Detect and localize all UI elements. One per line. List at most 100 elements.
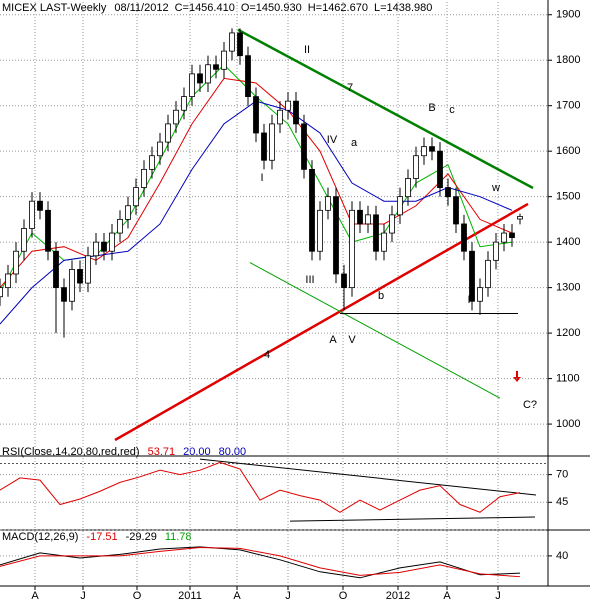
candle-body xyxy=(205,64,211,84)
y-tick-label: 1100 xyxy=(556,372,580,384)
close-label: C=1456.410 xyxy=(175,2,235,14)
candle-body xyxy=(477,287,483,302)
y-tick-label: 1900 xyxy=(556,9,580,21)
candle-body xyxy=(85,255,91,284)
candle-body xyxy=(157,141,163,157)
candle-body xyxy=(261,132,267,161)
candle-body xyxy=(277,109,283,125)
high-label: H=1462.670 xyxy=(308,2,368,14)
y-tick-label: 1600 xyxy=(556,145,580,157)
open-label: O=1450.930 xyxy=(241,2,302,14)
trendline xyxy=(237,28,534,190)
candle-body xyxy=(245,55,251,98)
candle-body xyxy=(237,32,243,57)
series-line xyxy=(0,546,521,578)
candle-body xyxy=(357,209,363,225)
title: MICEX LAST-Weekly xyxy=(2,2,107,14)
x-tick-label: J xyxy=(80,590,86,602)
candle-body xyxy=(461,223,467,252)
candle-body xyxy=(397,196,403,216)
rsi-current: 53.71 xyxy=(148,446,176,458)
candle-body xyxy=(517,216,523,220)
date: 08/11/2012 xyxy=(114,2,168,14)
candle-body xyxy=(21,228,27,252)
candle-body xyxy=(45,209,51,252)
y-tick-label: 1700 xyxy=(556,100,580,112)
candle-body xyxy=(173,109,179,125)
candle-body xyxy=(109,232,115,252)
candle-body xyxy=(309,168,315,252)
wave-label: c xyxy=(449,104,455,116)
rsi-level: 20.00 xyxy=(183,446,211,458)
trendline xyxy=(249,262,501,399)
candle-body xyxy=(301,123,307,170)
low-label: L=1438.980 xyxy=(374,2,432,14)
candle-body xyxy=(373,214,379,252)
candle-body xyxy=(421,146,427,157)
candle-body xyxy=(125,205,131,220)
candle-body xyxy=(405,178,411,198)
y-tick-label: 1000 xyxy=(556,418,580,430)
candle-body xyxy=(189,73,195,98)
macd-current: -17.51 xyxy=(86,531,117,543)
candle-body xyxy=(365,214,371,225)
candle-body xyxy=(453,196,459,225)
wave-label: w xyxy=(491,182,500,194)
macd-header: MACD(12,26,9) -17.51 -29.29 11.78 xyxy=(2,531,192,543)
y-tick-label: 70 xyxy=(556,469,568,481)
x-tick-label: 2011 xyxy=(178,590,202,602)
candle-body xyxy=(349,209,355,289)
candle-body xyxy=(165,123,171,143)
candle-body xyxy=(77,269,83,284)
wave-label: I xyxy=(260,172,263,184)
candle-body xyxy=(429,146,435,152)
candle-body xyxy=(485,259,491,289)
candle-body xyxy=(197,73,203,84)
y-tick-label: 45 xyxy=(556,496,568,508)
candle-body xyxy=(253,96,259,134)
wave-label: B xyxy=(428,102,435,114)
y-tick-label: 1800 xyxy=(556,54,580,66)
candle-body xyxy=(101,241,107,252)
y-tick-label: 1400 xyxy=(556,236,580,248)
plot-layer: 1000 1100 1200 1300 1400 1500 1600 1700 1800 1900… xyxy=(0,2,580,585)
candle-body xyxy=(229,32,235,52)
candle-body xyxy=(341,273,347,289)
wave-label: C? xyxy=(523,399,537,411)
wave-label: I xyxy=(467,294,470,306)
x-tick-label: J xyxy=(495,590,501,602)
candle-body xyxy=(93,241,99,257)
candle-body xyxy=(61,287,67,302)
x-tick-label: A xyxy=(443,590,451,602)
rsi-header: RSI(Close,14,20,80,red,red) 53.71 20.00 80.… xyxy=(2,446,246,458)
wave-label: a xyxy=(351,137,358,149)
candle-body xyxy=(5,273,11,289)
candle-body xyxy=(0,287,3,298)
wave-label: III xyxy=(305,274,314,286)
x-tick-label: 2012 xyxy=(386,590,410,602)
wave-label: 7 xyxy=(347,82,353,94)
candle-body xyxy=(181,96,187,111)
candle-body xyxy=(133,187,139,207)
candle-body xyxy=(437,150,443,188)
trendline xyxy=(199,458,537,496)
x-tick-label: A xyxy=(31,590,39,602)
y-tick-label: 1300 xyxy=(556,282,580,294)
series-line xyxy=(0,461,521,513)
candle-body xyxy=(325,196,331,211)
candle-body xyxy=(501,232,507,243)
signal-current: -29.29 xyxy=(126,531,157,543)
wave-label: A xyxy=(329,334,337,346)
candle-body xyxy=(493,241,499,261)
price-header: MICEX LAST-Weekly 08/11/2012 C=1456.410 O=1… xyxy=(2,2,432,14)
x-tick-label: A xyxy=(233,590,241,602)
wave-label: IV xyxy=(327,134,338,146)
candle-body xyxy=(445,187,451,198)
candle-body xyxy=(117,219,123,234)
wave-label: b xyxy=(378,290,384,302)
wave-label: V xyxy=(348,334,356,346)
trendline xyxy=(289,516,536,522)
